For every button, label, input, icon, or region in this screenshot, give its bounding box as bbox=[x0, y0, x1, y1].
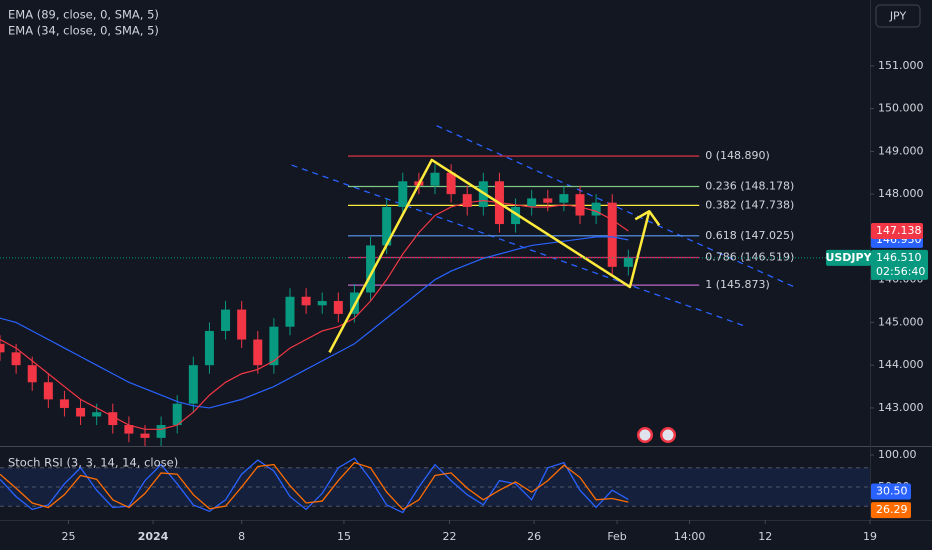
legend-ema34: EMA (34, close, 0, SMA, 5) bbox=[8, 24, 159, 38]
candle-body bbox=[188, 365, 198, 404]
candle-body bbox=[204, 330, 214, 366]
candle-body bbox=[317, 301, 327, 306]
candle-body bbox=[76, 407, 86, 417]
candle-body bbox=[156, 425, 166, 438]
stoch-badge-label: 26.29 bbox=[876, 503, 908, 516]
fib-label: 0.618 (147.025) bbox=[705, 229, 794, 242]
x-tick-label: Feb bbox=[607, 530, 626, 543]
x-tick-label: 26 bbox=[527, 530, 541, 543]
candle-body bbox=[462, 194, 472, 207]
stoch-title: Stoch RSI (3, 3, 14, 14, close) bbox=[8, 456, 178, 470]
fib-label: 0.382 (147.738) bbox=[705, 198, 794, 211]
last-price-label: 146.510 bbox=[876, 251, 922, 264]
x-tick-label: 15 bbox=[337, 530, 351, 543]
ema-line bbox=[0, 236, 629, 409]
price-badge-label: 147.138 bbox=[876, 224, 922, 237]
candle-body bbox=[0, 343, 5, 353]
candle-body bbox=[59, 399, 69, 408]
event-icon-inner bbox=[662, 429, 674, 441]
event-icons[interactable] bbox=[637, 427, 676, 443]
x-tick-label: 22 bbox=[443, 530, 457, 543]
zigzag-arrowhead bbox=[634, 209, 661, 226]
ema-line bbox=[0, 199, 629, 430]
candle-body bbox=[543, 198, 553, 203]
price-badge bbox=[871, 222, 923, 239]
candle-body bbox=[575, 194, 585, 216]
candle-body bbox=[140, 433, 150, 438]
fib-label: 0.786 (146.519) bbox=[705, 250, 794, 263]
x-tick-label: 2024 bbox=[138, 530, 169, 543]
countdown-label: 02:56:40 bbox=[876, 265, 925, 278]
legend-ema89: EMA (89, close, 0, SMA, 5) bbox=[8, 8, 159, 22]
zigzag bbox=[328, 158, 651, 353]
candle-body bbox=[398, 181, 408, 207]
y-tick-label: 150.000 bbox=[878, 102, 924, 115]
y-tick-label: 145.000 bbox=[878, 315, 924, 328]
candle-body bbox=[124, 425, 134, 434]
candle-body bbox=[172, 403, 182, 426]
main-pane: 0 (148.890) 0.236 (148.178) 0.382 (147.738… bbox=[0, 125, 870, 446]
trendline bbox=[291, 164, 745, 327]
fib-label: 0.236 (148.178) bbox=[705, 180, 794, 193]
y-tick-label: 151.000 bbox=[878, 59, 924, 72]
candle-body bbox=[607, 202, 617, 267]
stoch-badge bbox=[871, 502, 911, 519]
x-tick-label: 12 bbox=[758, 530, 772, 543]
stoch-y-tick-label: 100.00 bbox=[878, 448, 917, 461]
candle-body bbox=[221, 309, 231, 331]
candle-body bbox=[623, 257, 633, 267]
axes: 151.000150.000149.000148.000147.000146.0… bbox=[61, 59, 928, 543]
symbol-label: USDJPY bbox=[825, 251, 872, 264]
event-icon-inner bbox=[639, 429, 651, 441]
candle-body bbox=[301, 296, 311, 306]
candle-body bbox=[253, 339, 263, 366]
candle-body bbox=[92, 412, 102, 417]
y-tick-label: 143.000 bbox=[878, 401, 924, 414]
candle-body bbox=[11, 352, 21, 366]
candle-body bbox=[43, 382, 53, 400]
candle-body bbox=[285, 296, 295, 327]
stoch-badge bbox=[871, 483, 911, 500]
candle-body bbox=[333, 301, 343, 314]
x-tick-label: 19 bbox=[863, 530, 877, 543]
candle-body bbox=[446, 172, 456, 195]
stoch-pane bbox=[0, 457, 870, 514]
y-tick-label: 149.000 bbox=[878, 144, 924, 157]
x-tick-label: 14:00 bbox=[674, 530, 706, 543]
symbol-badge bbox=[826, 249, 871, 266]
x-tick-label: 8 bbox=[238, 530, 245, 543]
candle-body bbox=[382, 206, 392, 246]
stoch-line bbox=[0, 461, 629, 511]
candle-body bbox=[27, 365, 37, 383]
candle-body bbox=[591, 202, 601, 216]
currency-button[interactable] bbox=[875, 4, 921, 28]
candle-body bbox=[269, 326, 279, 366]
y-tick-label: 148.000 bbox=[878, 187, 924, 200]
fib-label: 1 (145.873) bbox=[705, 278, 770, 291]
candle-body bbox=[511, 206, 521, 225]
candle-body bbox=[430, 172, 440, 186]
stoch-badge-label: 30.50 bbox=[876, 484, 908, 497]
x-tick-label: 25 bbox=[61, 530, 75, 543]
candle-body bbox=[108, 412, 118, 426]
candle-body bbox=[559, 194, 569, 203]
y-tick-label: 144.000 bbox=[878, 358, 924, 371]
currency-label[interactable]: JPY bbox=[889, 10, 907, 23]
fib-label: 0 (148.890) bbox=[705, 149, 770, 162]
candle-body bbox=[237, 309, 247, 340]
last-price-badge bbox=[871, 249, 928, 280]
candle-body bbox=[366, 245, 376, 293]
candle-body bbox=[527, 198, 537, 207]
